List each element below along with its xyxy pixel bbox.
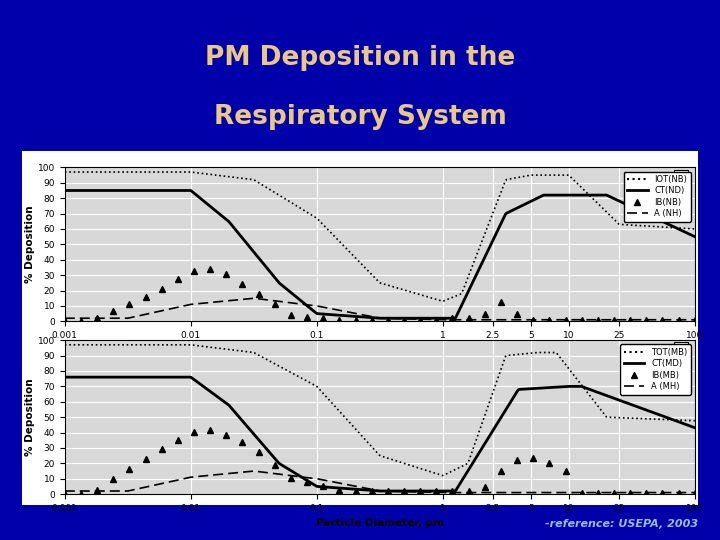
Text: Respiratory System: Respiratory System [214, 104, 506, 130]
Legend: IOT(NB), CT(ND), IB(NB), A (NH): IOT(NB), CT(ND), IB(NB), A (NH) [624, 172, 690, 222]
Text: b: b [677, 345, 685, 358]
Text: a: a [677, 172, 685, 185]
X-axis label: Particle Diameter, μm: Particle Diameter, μm [316, 518, 444, 528]
X-axis label: Particle Diameter, μm: Particle Diameter, μm [316, 346, 444, 355]
Y-axis label: % Deposition: % Deposition [25, 206, 35, 283]
Legend: TOT(MB), CT(MD), IB(MB), A (MH): TOT(MB), CT(MD), IB(MB), A (MH) [620, 345, 690, 395]
Text: -reference: USEPA, 2003: -reference: USEPA, 2003 [545, 519, 698, 529]
Text: PM Deposition in the: PM Deposition in the [205, 45, 515, 71]
Y-axis label: % Deposition: % Deposition [25, 379, 35, 456]
